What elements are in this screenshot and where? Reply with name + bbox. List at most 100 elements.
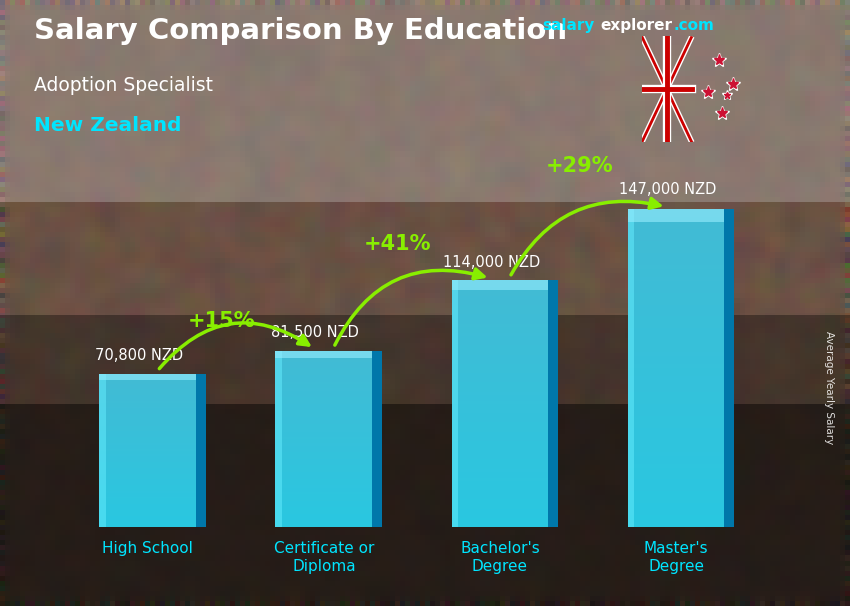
Bar (99, 380, 196, 382)
Bar (627, 241, 724, 245)
Bar (451, 447, 548, 450)
Bar (451, 388, 548, 391)
Text: 81,500 NZD: 81,500 NZD (271, 325, 359, 340)
Bar (451, 410, 548, 413)
Bar (451, 407, 548, 410)
Bar (275, 435, 372, 437)
Bar (627, 233, 724, 237)
Bar (451, 311, 548, 315)
Bar (627, 360, 724, 364)
Bar (627, 308, 724, 313)
Bar (275, 521, 372, 523)
Bar (99, 418, 196, 420)
Bar (627, 431, 724, 436)
Bar (275, 485, 372, 488)
Bar (99, 453, 196, 454)
Bar (627, 428, 724, 431)
Bar (275, 375, 372, 378)
Bar (99, 510, 196, 512)
Bar (99, 395, 196, 397)
Bar (627, 368, 724, 372)
Bar (451, 484, 548, 487)
Bar (627, 479, 724, 484)
Bar (451, 395, 548, 398)
Bar (451, 487, 548, 490)
Bar (451, 431, 548, 435)
Bar (99, 393, 196, 395)
Bar (451, 333, 548, 336)
Text: +15%: +15% (188, 310, 256, 330)
Bar (627, 484, 724, 487)
Bar (275, 459, 372, 461)
Bar (451, 478, 548, 481)
Bar (275, 523, 372, 525)
Bar (627, 316, 724, 321)
Bar (275, 351, 372, 353)
Bar (275, 494, 372, 496)
Bar (0, 315, 850, 606)
Bar (99, 416, 196, 418)
Bar (99, 506, 196, 508)
Bar (451, 391, 548, 395)
Bar (451, 428, 548, 431)
Bar (99, 408, 196, 410)
Polygon shape (548, 281, 558, 527)
Bar (275, 430, 372, 433)
Bar (451, 444, 548, 447)
Text: 147,000 NZD: 147,000 NZD (619, 182, 716, 197)
Bar (627, 388, 724, 392)
Bar (451, 422, 548, 425)
Bar (99, 514, 196, 516)
Bar (451, 518, 548, 521)
Bar (627, 249, 724, 253)
Bar (627, 237, 724, 241)
Bar (451, 496, 548, 499)
Bar (627, 209, 634, 527)
Bar (627, 293, 724, 296)
Bar (451, 465, 548, 468)
Bar (99, 504, 196, 506)
Bar (275, 461, 372, 463)
Text: 70,800 NZD: 70,800 NZD (95, 348, 183, 363)
Bar (627, 396, 724, 400)
Bar (275, 470, 372, 472)
Bar (627, 499, 724, 504)
Bar (99, 454, 196, 456)
Polygon shape (724, 209, 734, 527)
Bar (627, 507, 724, 511)
Bar (451, 308, 548, 311)
Bar (99, 508, 196, 510)
Bar (275, 454, 372, 457)
Bar (451, 342, 548, 345)
Text: Average Yearly Salary: Average Yearly Salary (824, 331, 834, 444)
Bar (451, 490, 548, 493)
Bar (275, 514, 372, 516)
Bar (99, 424, 196, 425)
Bar (275, 465, 372, 468)
Bar (99, 382, 196, 384)
Bar (99, 485, 196, 487)
Bar (627, 281, 724, 285)
Bar (99, 376, 196, 378)
Text: +29%: +29% (546, 156, 613, 176)
Bar (275, 395, 372, 397)
Bar (451, 515, 548, 518)
Bar (451, 299, 548, 302)
Bar (627, 380, 724, 384)
Bar (627, 209, 724, 213)
Bar (451, 284, 548, 287)
Bar (99, 384, 196, 385)
Bar (99, 431, 196, 433)
Bar (275, 452, 372, 454)
Bar (275, 433, 372, 435)
Bar (275, 503, 372, 505)
Bar (627, 273, 724, 277)
Bar (275, 507, 372, 510)
Bar (99, 422, 196, 424)
Bar (275, 382, 372, 384)
Bar (451, 305, 548, 308)
Bar (275, 445, 372, 448)
Bar (275, 437, 372, 439)
Bar (99, 378, 196, 380)
Bar (275, 358, 372, 359)
